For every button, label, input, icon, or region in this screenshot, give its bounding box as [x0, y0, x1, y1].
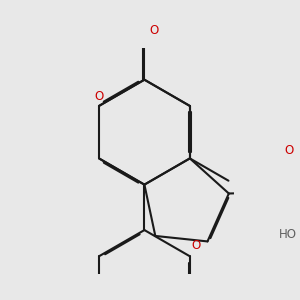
Text: O: O [94, 90, 103, 103]
Text: O: O [285, 144, 294, 157]
Text: O: O [149, 24, 158, 38]
Text: O: O [191, 239, 201, 252]
Text: HO: HO [279, 228, 297, 241]
